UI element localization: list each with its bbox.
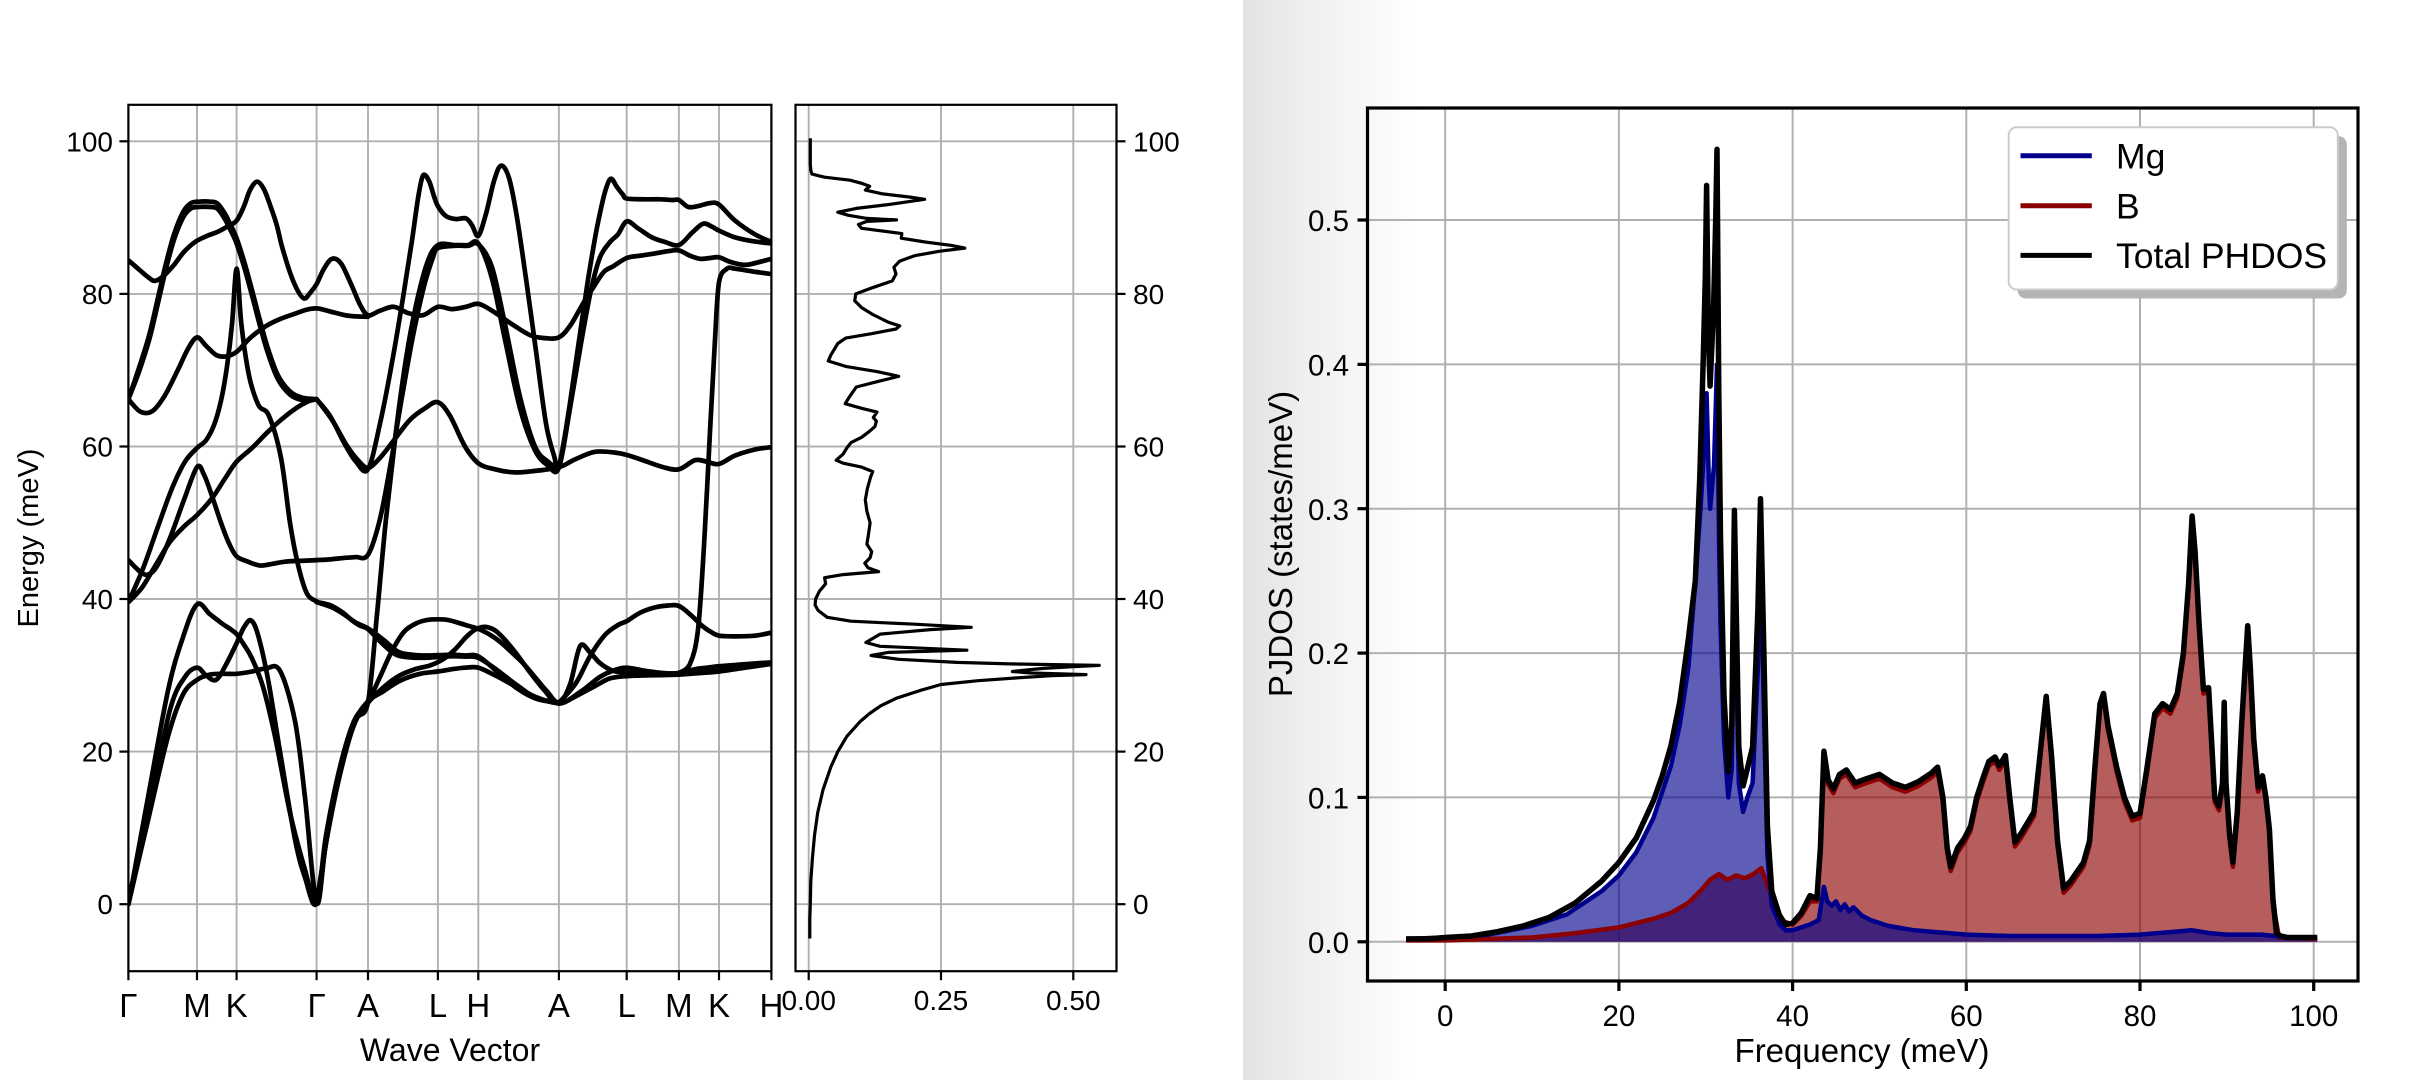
svg-text:Mg: Mg	[2116, 136, 2165, 176]
svg-text:H: H	[466, 987, 490, 1024]
svg-text:20: 20	[82, 737, 113, 768]
svg-text:0.3: 0.3	[1308, 494, 1349, 527]
svg-text:0.1: 0.1	[1308, 782, 1349, 815]
svg-text:0: 0	[97, 889, 113, 920]
svg-text:0.2: 0.2	[1308, 638, 1349, 671]
svg-text:M: M	[183, 987, 211, 1024]
svg-text:PJDOS (states/meV): PJDOS (states/meV)	[1262, 391, 1299, 697]
svg-text:60: 60	[82, 432, 113, 463]
svg-text:40: 40	[82, 584, 113, 615]
svg-text:H: H	[759, 987, 783, 1024]
svg-text:0.4: 0.4	[1308, 349, 1349, 382]
svg-text:Frequency (meV): Frequency (meV)	[1735, 1032, 1990, 1069]
svg-text:0: 0	[1133, 889, 1149, 920]
svg-text:0.25: 0.25	[914, 985, 969, 1016]
svg-text:0.50: 0.50	[1046, 985, 1101, 1016]
svg-text:80: 80	[82, 279, 113, 310]
svg-text:100: 100	[66, 126, 113, 157]
svg-text:L: L	[429, 987, 447, 1024]
svg-text:B: B	[2116, 186, 2140, 226]
svg-text:20: 20	[1133, 737, 1164, 768]
svg-text:60: 60	[1133, 432, 1164, 463]
svg-text:L: L	[618, 987, 636, 1024]
svg-text:K: K	[708, 987, 730, 1024]
svg-text:0.0: 0.0	[1308, 927, 1349, 960]
svg-text:40: 40	[1133, 584, 1164, 615]
svg-text:20: 20	[1602, 1000, 1635, 1033]
svg-text:100: 100	[1133, 126, 1180, 157]
svg-text:Γ: Γ	[308, 987, 326, 1024]
svg-text:0: 0	[1437, 1000, 1453, 1033]
svg-text:Energy (meV): Energy (meV)	[13, 449, 45, 628]
svg-text:0.5: 0.5	[1308, 205, 1349, 238]
svg-text:80: 80	[2124, 1000, 2157, 1033]
svg-text:K: K	[226, 987, 248, 1024]
svg-text:100: 100	[2289, 1000, 2338, 1033]
svg-text:A: A	[548, 987, 570, 1024]
svg-text:40: 40	[1776, 1000, 1809, 1033]
svg-text:Total PHDOS: Total PHDOS	[2116, 236, 2327, 276]
svg-text:Wave Vector: Wave Vector	[360, 1032, 541, 1068]
svg-text:60: 60	[1950, 1000, 1983, 1033]
svg-text:A: A	[357, 987, 379, 1024]
svg-text:80: 80	[1133, 279, 1164, 310]
svg-text:0.00: 0.00	[781, 985, 836, 1016]
svg-text:Γ: Γ	[119, 987, 137, 1024]
svg-text:M: M	[665, 987, 693, 1024]
